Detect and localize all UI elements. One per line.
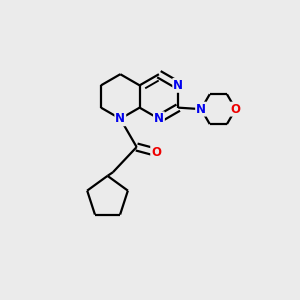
Text: N: N [173,79,183,92]
Text: O: O [231,103,241,116]
Text: N: N [115,112,125,125]
Text: N: N [154,112,164,125]
Text: O: O [151,146,161,159]
Text: N: N [196,103,206,116]
